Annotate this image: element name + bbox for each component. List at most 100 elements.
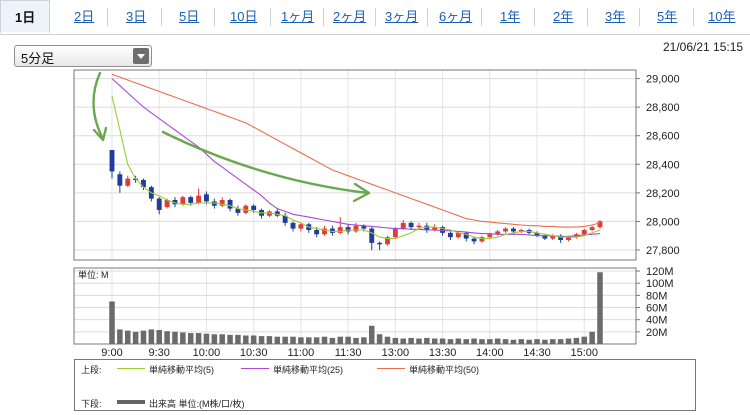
volume-bar bbox=[424, 337, 430, 344]
candle-body bbox=[211, 201, 217, 206]
volume-tick-label: 20M bbox=[646, 327, 667, 339]
ma50-swatch bbox=[377, 368, 405, 369]
moving-average-lines bbox=[111, 73, 601, 240]
tab-5-days[interactable]: 5日 bbox=[179, 9, 200, 24]
tab-2-months[interactable]: 2ヶ月 bbox=[333, 9, 367, 24]
volume-bar bbox=[345, 336, 351, 344]
candle-body bbox=[204, 194, 209, 202]
volume-bar bbox=[132, 331, 139, 344]
chevron-down-icon[interactable] bbox=[133, 48, 149, 64]
annotation-arrowhead bbox=[352, 182, 371, 203]
volume-bar bbox=[534, 339, 540, 344]
tab-10-years[interactable]: 10年 bbox=[708, 9, 736, 24]
volume-tick-label: 40M bbox=[646, 315, 667, 327]
tab-3-months[interactable]: 3ヶ月 bbox=[385, 9, 419, 24]
legend-volume: 出来高 単位:(M株/口/枚) bbox=[149, 399, 245, 409]
tab-10-days[interactable]: 10日 bbox=[230, 9, 258, 24]
volume-bar bbox=[227, 334, 233, 344]
tab-1-day[interactable]: 1日 bbox=[0, 0, 51, 34]
tab-6-months[interactable]: 6ヶ月 bbox=[439, 9, 473, 24]
volume-bar bbox=[361, 337, 367, 344]
tab-separator bbox=[161, 8, 162, 26]
volume-bar bbox=[282, 336, 288, 344]
candle-body bbox=[479, 237, 485, 242]
candle-body bbox=[164, 200, 170, 208]
ma5-swatch bbox=[117, 368, 145, 369]
volume-bar bbox=[542, 339, 548, 344]
volume-bar bbox=[376, 334, 383, 344]
volume-bar bbox=[431, 338, 438, 344]
candle-body bbox=[235, 208, 241, 213]
volume-bar bbox=[203, 333, 210, 344]
candle-body bbox=[518, 230, 524, 232]
tab-2-days[interactable]: 2日 bbox=[74, 9, 95, 24]
candle-body bbox=[219, 200, 225, 206]
candle-body bbox=[109, 150, 115, 172]
legend-ma50: 単純移動平均(50) bbox=[409, 365, 480, 375]
candle-body bbox=[424, 225, 430, 230]
tab-5-years[interactable]: 5年 bbox=[657, 9, 678, 24]
ma25-line bbox=[111, 78, 601, 237]
candle-body bbox=[542, 235, 548, 239]
volume-bar bbox=[518, 339, 525, 344]
candle-body bbox=[353, 225, 359, 232]
tab-2-years[interactable]: 2年 bbox=[553, 9, 574, 24]
volume-bar bbox=[148, 329, 155, 344]
volume-unit-label: 単位: M bbox=[78, 269, 109, 280]
volume-bar bbox=[298, 337, 304, 344]
candle-body bbox=[188, 197, 194, 203]
candle-body bbox=[487, 234, 493, 238]
volume-bar bbox=[117, 329, 123, 344]
candle-body bbox=[385, 237, 390, 245]
candle-body bbox=[117, 174, 123, 186]
legend-ma5: 単純移動平均(5) bbox=[149, 365, 214, 375]
candle-body bbox=[251, 205, 257, 210]
candle-body bbox=[448, 232, 453, 238]
tab-separator bbox=[534, 8, 535, 26]
tab-separator bbox=[427, 8, 428, 26]
time-tick-label: 13:00 bbox=[382, 347, 410, 359]
legend-lower-label: 下段: bbox=[81, 399, 102, 409]
chart-legend: 上段: 単純移動平均(5) 単純移動平均(25) 単純移動平均(50) 下段: … bbox=[74, 359, 696, 411]
tab-1-year[interactable]: 1年 bbox=[500, 9, 521, 24]
price-tick-label: 29,000 bbox=[646, 74, 680, 86]
candle-body bbox=[377, 242, 383, 245]
candle-body bbox=[503, 228, 508, 232]
ma25-swatch bbox=[241, 368, 269, 369]
volume-bar bbox=[487, 339, 493, 344]
candle-body bbox=[455, 232, 461, 238]
time-tick-label: 11:30 bbox=[335, 347, 362, 359]
interval-select[interactable]: 5分足 bbox=[14, 45, 152, 67]
candle-body bbox=[400, 222, 406, 229]
period-tab-bar: 1日 2日 3日 5日 10日 1ヶ月 2ヶ月 3ヶ月 6ヶ月 1年 2年 3年… bbox=[0, 0, 750, 35]
price-panel-frame bbox=[73, 69, 637, 261]
tab-1-month[interactable]: 1ヶ月 bbox=[281, 9, 315, 24]
volume-bar bbox=[494, 338, 501, 344]
tab-separator bbox=[587, 8, 588, 26]
tab-separator bbox=[214, 8, 215, 26]
volume-bar bbox=[313, 337, 320, 344]
time-tick-label: 10:30 bbox=[240, 347, 268, 359]
volume-bars bbox=[109, 272, 603, 344]
legend-upper-row: 上段: 単純移動平均(5) 単純移動平均(25) 単純移動平均(50) bbox=[75, 360, 695, 376]
candle-body bbox=[172, 200, 178, 205]
volume-bar bbox=[290, 336, 296, 344]
candle-body bbox=[566, 237, 571, 240]
time-tick-label: 11:00 bbox=[288, 347, 315, 359]
candle-body bbox=[125, 178, 131, 186]
candle-body bbox=[337, 227, 343, 233]
candle-body bbox=[597, 221, 603, 228]
volume-bar bbox=[463, 339, 469, 344]
tab-3-days[interactable]: 3日 bbox=[126, 9, 147, 24]
price-gridlines bbox=[74, 70, 636, 260]
tab-3-years[interactable]: 3年 bbox=[605, 9, 626, 24]
volume-bar bbox=[187, 333, 194, 344]
candle-body bbox=[196, 195, 202, 203]
candle-body bbox=[314, 230, 320, 235]
last-update-datetime: 21/06/21 15:15 bbox=[663, 40, 744, 54]
time-tick-label: 14:00 bbox=[476, 347, 504, 359]
tab-separator bbox=[639, 8, 640, 26]
volume-bar bbox=[368, 325, 375, 344]
tab-separator bbox=[693, 8, 694, 26]
price-tick-label: 28,200 bbox=[646, 188, 680, 200]
